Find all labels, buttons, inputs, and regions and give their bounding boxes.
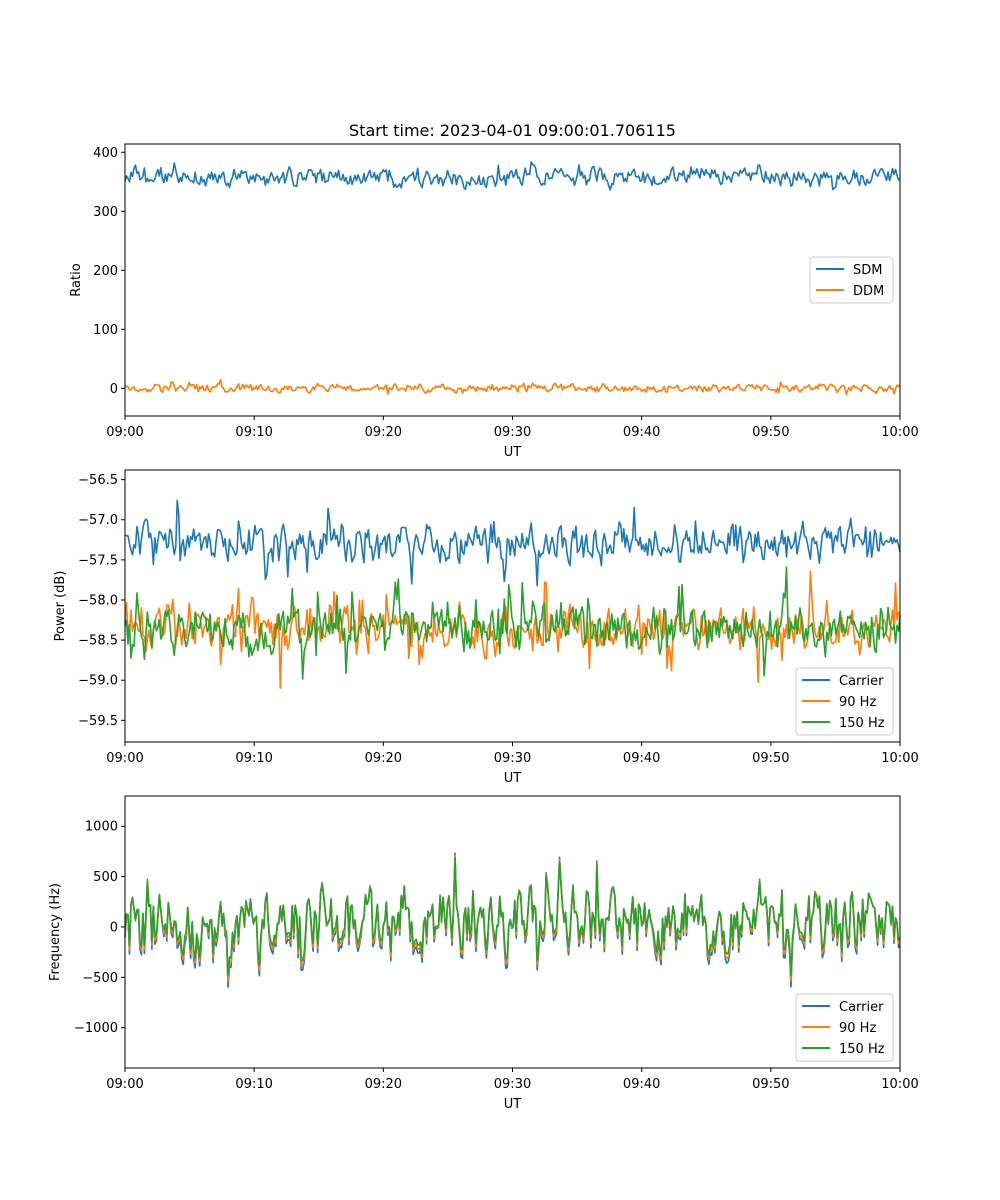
- x-tick-label: 09:20: [365, 1077, 402, 1092]
- x-tick-label: 09:40: [623, 1077, 660, 1092]
- x-tick-label: 09:20: [365, 425, 402, 440]
- x-tick-label: 09:30: [494, 751, 531, 766]
- x-tick-label: 09:00: [106, 425, 143, 440]
- x-tick-label: 09:40: [623, 425, 660, 440]
- x-tick-label: 09:20: [365, 751, 402, 766]
- legend-box: [795, 993, 894, 1062]
- y-tick-label: 400: [93, 146, 118, 161]
- x-tick-label: 09:50: [752, 1077, 789, 1092]
- legend-label: SDM: [853, 263, 882, 278]
- legend: Carrier 90 Hz 150 Hz: [795, 667, 894, 736]
- ratio-panel: 09:00 09:10 09:20 09:30 09:40 09:50 10:00 UT 0 10…: [69, 143, 919, 460]
- x-tick-label: 09:30: [494, 1077, 531, 1092]
- y-tick-label: −58.0: [78, 593, 118, 608]
- legend-label: 150 Hz: [839, 716, 885, 731]
- x-tick-label: 09:10: [235, 751, 272, 766]
- y-tick-label: 500: [93, 870, 118, 885]
- legend-label: Carrier: [839, 1000, 884, 1015]
- y-tick-label: 0: [110, 382, 118, 397]
- series-line-ddm: [124, 378, 901, 396]
- x-tick-label: 10:00: [881, 425, 918, 440]
- power-panel: 09:00 09:10 09:20 09:30 09:40 09:50 10:00 UT −56…: [53, 469, 919, 786]
- series-line-90-hz: [124, 570, 901, 689]
- legend-box: [795, 667, 894, 736]
- x-tick-label: 09:40: [623, 751, 660, 766]
- plot-area: [125, 144, 900, 416]
- series-line-sdm: [124, 161, 901, 191]
- x-tick-label: 09:00: [106, 751, 143, 766]
- x-tick-label: 10:00: [881, 751, 918, 766]
- y-tick-label: −58.5: [78, 634, 118, 649]
- y-tick-label: 200: [93, 264, 118, 279]
- figure-title: Start time: 2023-04-01 09:00:01.706115: [349, 121, 676, 140]
- legend: Carrier 90 Hz 150 Hz: [795, 993, 894, 1062]
- legend-label: DDM: [853, 284, 884, 299]
- y-tick-label: −500: [82, 971, 118, 986]
- y-tick-label: −59.5: [78, 714, 118, 729]
- y-tick-label: 100: [93, 323, 118, 338]
- x-tick-label: 09:50: [752, 425, 789, 440]
- y-tick-label: −57.0: [78, 513, 118, 528]
- plot-area: [125, 796, 900, 1068]
- series-line-carrier: [124, 499, 901, 587]
- legend-label: 90 Hz: [839, 695, 876, 710]
- y-tick-label: −56.5: [78, 473, 118, 488]
- y-tick-label: −1000: [74, 1021, 118, 1036]
- y-tick-label: −59.0: [78, 674, 118, 689]
- y-axis-label: Ratio: [69, 263, 84, 296]
- plot-area: [125, 470, 900, 742]
- x-tick-label: 09:10: [235, 1077, 272, 1092]
- x-axis-label: UT: [504, 1097, 522, 1112]
- series-line-150-hz: [124, 857, 901, 977]
- legend-label: 150 Hz: [839, 1042, 885, 1057]
- y-tick-label: −57.5: [78, 553, 118, 568]
- frequency-panel: 09:00 09:10 09:20 09:30 09:40 09:50 10:00 UT 100…: [48, 795, 919, 1112]
- x-tick-label: 09:30: [494, 425, 531, 440]
- y-tick-label: 1000: [85, 820, 118, 835]
- x-tick-label: 09:10: [235, 425, 272, 440]
- legend-label: Carrier: [839, 674, 884, 689]
- y-axis-label: Frequency (Hz): [48, 883, 63, 981]
- y-tick-label: 300: [93, 205, 118, 220]
- x-tick-label: 09:50: [752, 751, 789, 766]
- x-axis-label: UT: [504, 445, 522, 460]
- x-tick-label: 10:00: [881, 1077, 918, 1092]
- y-tick-label: 0: [110, 920, 118, 935]
- series-line-150-hz: [124, 566, 901, 680]
- legend-label: 90 Hz: [839, 1021, 876, 1036]
- x-axis-label: UT: [504, 771, 522, 786]
- y-axis-label: Power (dB): [53, 571, 68, 642]
- x-tick-label: 09:00: [106, 1077, 143, 1092]
- legend: SDM DDM: [809, 256, 894, 304]
